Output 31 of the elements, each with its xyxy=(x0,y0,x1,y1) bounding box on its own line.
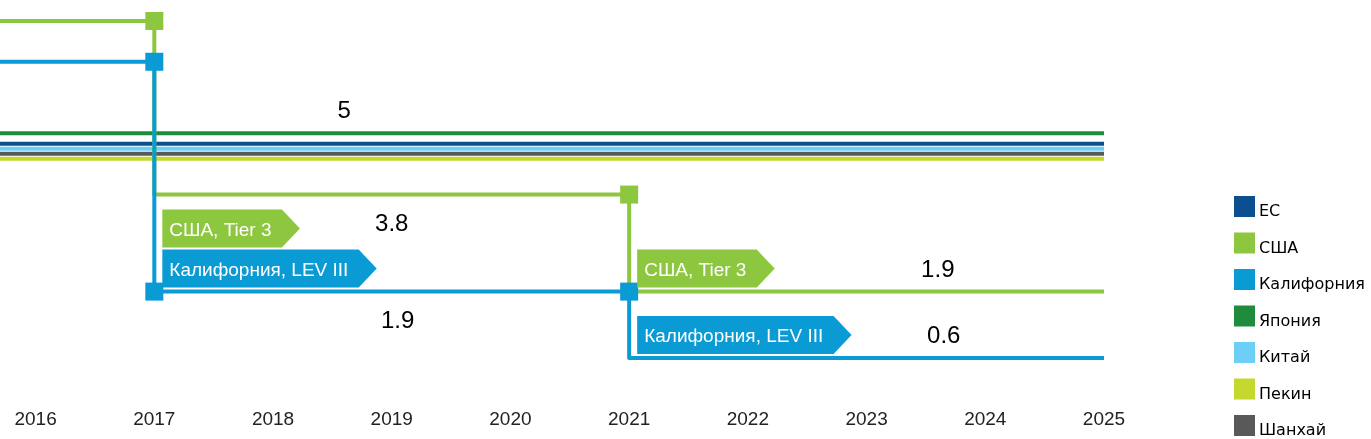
point xyxy=(620,185,639,204)
annotation: Калифорния, LEV III xyxy=(644,325,824,346)
legend-label: Пекин xyxy=(1259,383,1312,403)
legend-label: Япония xyxy=(1259,310,1321,330)
annotation: 0.6 xyxy=(927,321,961,348)
x-tick-label: 2020 xyxy=(489,408,532,429)
point xyxy=(145,12,164,30)
legend-label: ЕС xyxy=(1259,201,1281,220)
x-tick-label: 2017 xyxy=(133,408,176,429)
x-tick-label: 2018 xyxy=(251,408,295,429)
annotation: 1.9 xyxy=(921,254,955,282)
legend-label: США xyxy=(1259,237,1299,257)
x-tick-label: 2016 xyxy=(14,408,57,429)
x-tick-label: 2019 xyxy=(370,408,413,429)
legend-label: Шанхай xyxy=(1259,420,1327,439)
annotation: США, Tier 3 xyxy=(169,218,272,240)
legend-label: Калифорния xyxy=(1259,274,1365,293)
point xyxy=(620,282,639,301)
annotation: Калифорния, LEV III xyxy=(169,258,349,280)
point xyxy=(145,282,164,301)
x-tick-label: 2022 xyxy=(726,408,770,429)
x-tick-label: 2023 xyxy=(845,408,888,429)
annotation: 5 xyxy=(337,96,351,124)
x-tick-label: 2025 xyxy=(1082,408,1126,429)
x-tick-label: 2021 xyxy=(608,408,651,429)
annotation: 3.8 xyxy=(375,208,409,236)
legend-label: Китай xyxy=(1259,347,1311,366)
annotation: США, Tier 3 xyxy=(644,258,747,280)
annotation: 1.9 xyxy=(380,305,415,333)
x-tick-label: 2024 xyxy=(964,408,1007,429)
point xyxy=(145,52,164,71)
